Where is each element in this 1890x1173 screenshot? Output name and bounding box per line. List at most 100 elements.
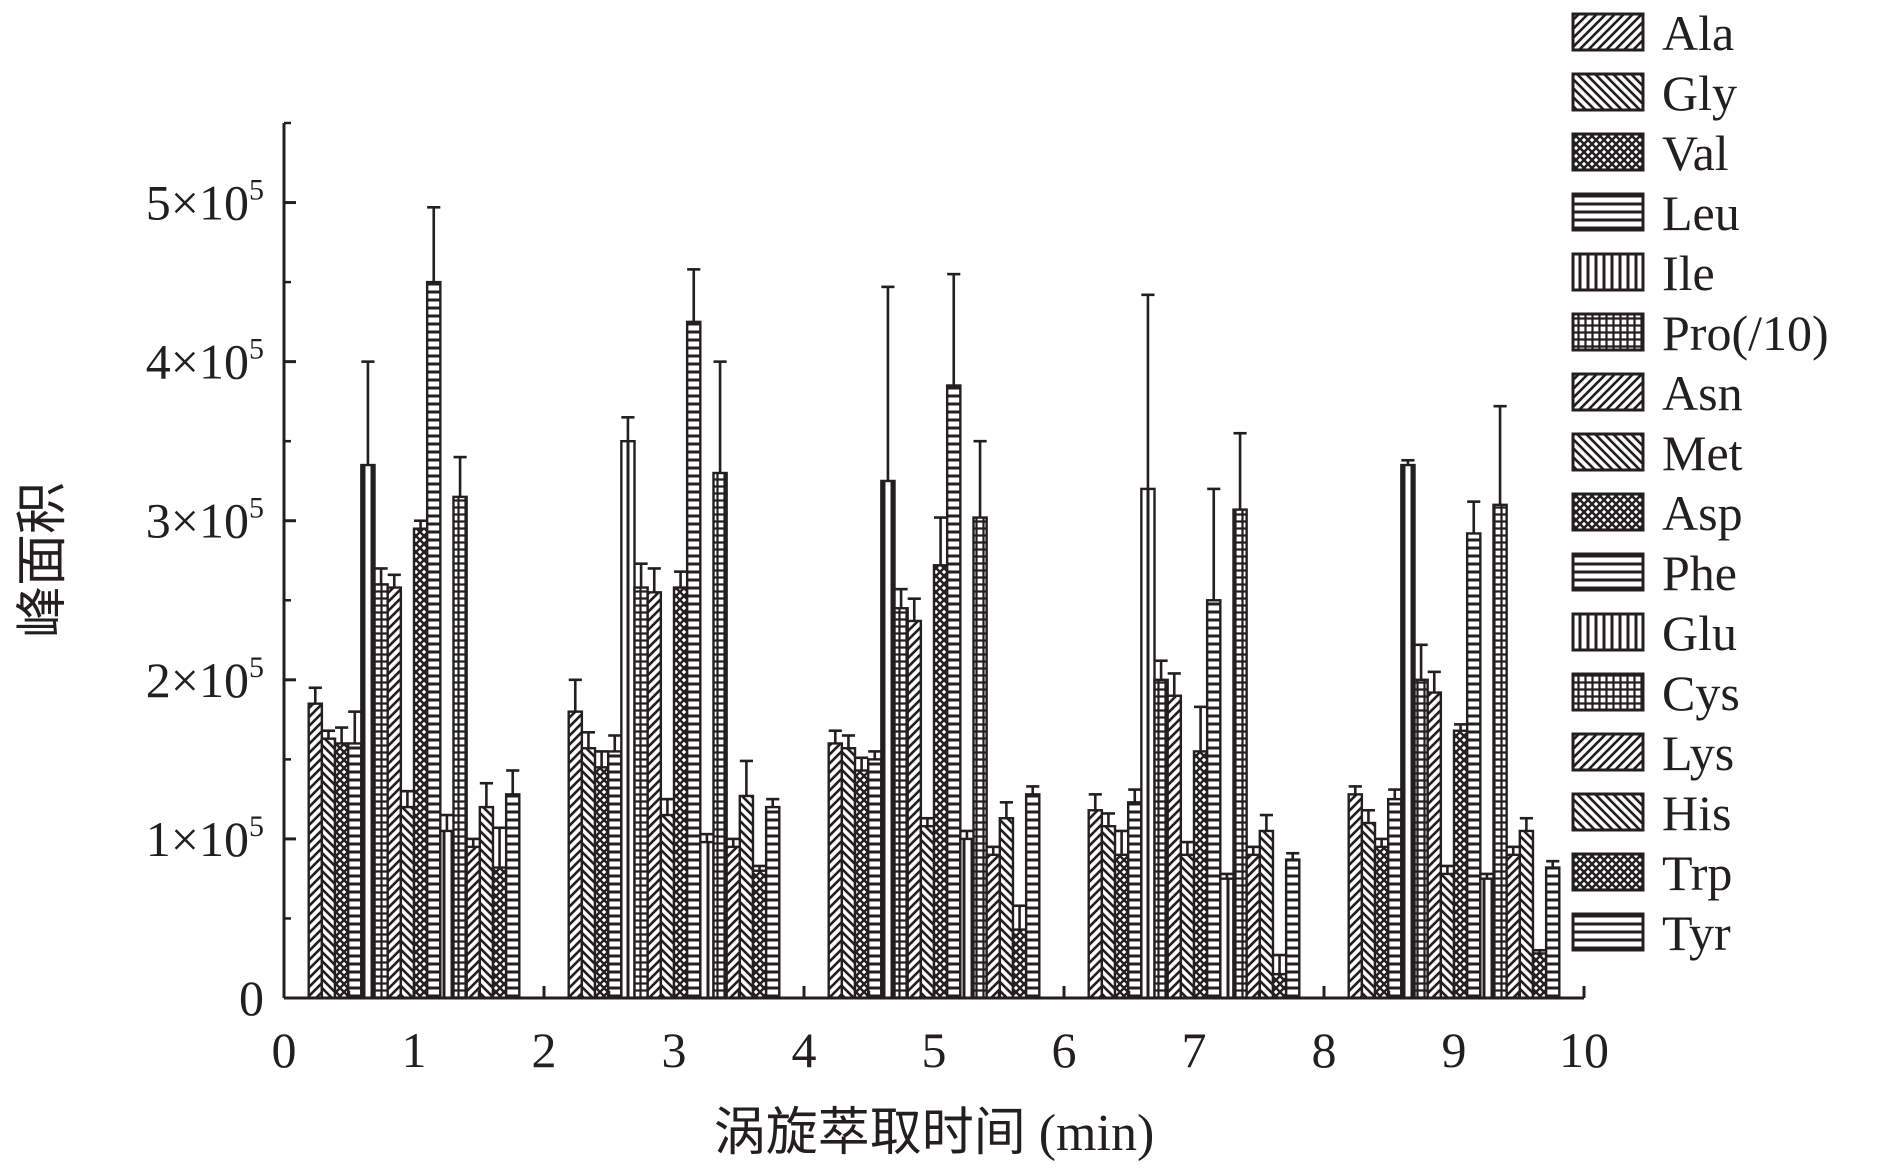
bar	[945, 384, 962, 1000]
x-tick-label: 8	[1312, 1022, 1337, 1078]
error-bar	[881, 285, 895, 481]
error-bar	[766, 797, 780, 808]
error-bar	[1194, 705, 1208, 752]
bar	[853, 769, 870, 1000]
bar	[1113, 853, 1130, 1000]
legend-item: Ala	[1571, 5, 1734, 61]
error-bar	[595, 750, 609, 768]
error-bar	[1401, 458, 1415, 466]
legend-item: Leu	[1571, 185, 1740, 241]
bar	[307, 702, 324, 1000]
bar	[893, 607, 909, 1000]
error-bar	[1519, 816, 1533, 831]
legend-label: Cys	[1662, 665, 1740, 721]
bar	[685, 320, 702, 1000]
error-bar	[453, 455, 467, 497]
error-bar	[1141, 293, 1155, 489]
bar	[593, 766, 610, 1000]
bar	[1360, 821, 1377, 1000]
legend-item: Cys	[1571, 665, 1740, 721]
bar	[1373, 845, 1390, 1000]
bar	[646, 591, 663, 1000]
x-axis-title: 涡旋萃取时间 (min)	[714, 1105, 1155, 1162]
y-tick-label: 0	[239, 970, 264, 1026]
error-bar	[1128, 788, 1142, 803]
bar	[1400, 463, 1416, 1000]
x-tick-label: 2	[532, 1022, 557, 1078]
bar	[320, 737, 337, 1000]
x-ticks: 0 1 2 3 4 5 6 7 8 9 10	[272, 986, 1609, 1078]
bar	[567, 710, 584, 1000]
error-bar	[1246, 845, 1260, 855]
bar	[827, 742, 844, 1000]
error-bar	[1375, 837, 1389, 847]
x-tick-label: 4	[792, 1022, 817, 1078]
bar	[1347, 793, 1364, 1000]
legend: AlaGlyValLeuIlePro(/10)AsnMetAspPheGluCy…	[1571, 5, 1829, 961]
bar	[1386, 797, 1403, 1000]
bar	[478, 805, 495, 1000]
bar	[906, 619, 923, 1000]
error-bar	[374, 567, 388, 585]
bar	[1492, 503, 1508, 1000]
error-bar	[387, 573, 401, 588]
x-tick-label: 1	[402, 1022, 427, 1078]
error-bar	[907, 597, 921, 621]
bar	[1232, 508, 1248, 1000]
error-bar	[1220, 872, 1234, 879]
error-bar	[581, 731, 596, 749]
bar	[1271, 972, 1288, 1000]
bar	[985, 853, 1002, 1000]
bar	[1426, 691, 1443, 1000]
bar	[972, 516, 988, 1000]
y-axis-title: 峰面积	[15, 482, 72, 638]
bar	[1024, 793, 1041, 1000]
error-bar	[621, 416, 635, 442]
legend-swatch	[1571, 312, 1645, 352]
error-bar	[335, 726, 349, 744]
legend-label: Glu	[1662, 605, 1737, 661]
error-bar	[920, 816, 934, 827]
bar	[919, 824, 936, 1000]
bar	[738, 794, 755, 1000]
error-bar	[647, 567, 661, 593]
y-ticks: 0 1×105 2×105 3×105 4×105 5×105	[146, 121, 296, 1026]
legend-swatch	[1571, 132, 1645, 172]
y-tick-label: 1×105	[146, 810, 264, 867]
bar	[1439, 872, 1456, 1000]
error-bar	[934, 516, 948, 566]
error-bar	[1546, 859, 1560, 868]
bar	[1452, 729, 1469, 1000]
legend-item: Ile	[1571, 245, 1715, 301]
x-tick-label: 9	[1442, 1022, 1467, 1078]
legend-label: Asn	[1662, 365, 1743, 421]
legend-item: Phe	[1571, 545, 1737, 601]
legend-label: His	[1662, 785, 1731, 841]
bar	[659, 813, 676, 1000]
bar	[333, 742, 350, 1000]
bar	[452, 495, 468, 1000]
bar	[764, 805, 781, 1000]
legend-label: Phe	[1662, 545, 1737, 601]
error-bar	[1414, 643, 1428, 680]
bar	[1153, 678, 1169, 1000]
error-bar	[947, 272, 961, 386]
bar	[880, 479, 896, 1000]
error-bar	[660, 797, 674, 816]
error-bar	[492, 826, 507, 868]
legend-swatch	[1571, 12, 1645, 52]
legend-label: Pro(/10)	[1662, 305, 1829, 361]
error-bar	[1167, 672, 1181, 696]
error-bar	[986, 845, 1000, 855]
bar	[412, 527, 429, 1000]
error-bar	[1480, 872, 1494, 879]
bar	[1245, 853, 1262, 1000]
bar	[959, 837, 975, 1000]
error-bar	[1493, 404, 1507, 505]
error-bar	[1506, 845, 1520, 855]
error-bar	[713, 360, 727, 473]
bars-layer	[307, 280, 1561, 1000]
legend-label: Gly	[1662, 65, 1737, 121]
legend-swatch	[1571, 192, 1645, 232]
bar	[386, 586, 403, 1000]
